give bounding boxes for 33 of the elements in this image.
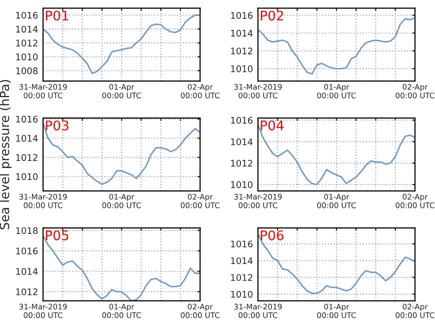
y-tick-label: 1012 bbox=[16, 288, 38, 296]
annotation: P01 bbox=[46, 10, 68, 21]
y-tick-label: 1014 bbox=[16, 26, 38, 33]
y-tick-label: 1012 bbox=[231, 48, 252, 54]
annotation: P02 bbox=[260, 10, 283, 21]
y-axis-title: Sea level pressure (hPa) bbox=[0, 80, 12, 230]
y-tick-label: 1014 bbox=[16, 268, 38, 275]
annotation: P04 bbox=[260, 120, 284, 130]
y-tick-label: 1008 bbox=[16, 67, 38, 74]
y-tick-label: 1016 bbox=[16, 12, 38, 19]
y-tick-label: 1016 bbox=[16, 116, 38, 123]
y-tick-label: 1010 bbox=[16, 173, 38, 180]
y-tick-label: 1012 bbox=[231, 274, 252, 281]
y-tick-label: 1010 bbox=[231, 290, 252, 298]
y-tick-label: 1016 bbox=[231, 12, 253, 19]
y-tick-label: 1012 bbox=[16, 40, 38, 46]
y-tick-label: 1016 bbox=[231, 240, 253, 248]
y-tick-label: 1010 bbox=[16, 54, 38, 60]
y-tick-label: 1014 bbox=[231, 138, 253, 146]
y-tick-label: 1014 bbox=[16, 134, 38, 142]
y-tick-label: 1010 bbox=[231, 181, 252, 188]
y-tick-label: 1014 bbox=[231, 257, 253, 264]
y-tick-label: 1016 bbox=[231, 116, 253, 124]
annotation: P03 bbox=[46, 120, 68, 130]
y-tick-label: 1012 bbox=[16, 154, 38, 161]
y-tick-label: 1014 bbox=[231, 30, 253, 37]
annotation: P06 bbox=[260, 230, 284, 240]
y-tick-label: 1016 bbox=[16, 248, 38, 254]
y-tick-label: 1010 bbox=[231, 65, 252, 72]
y-tick-label: 1012 bbox=[231, 160, 252, 167]
annotation: P05 bbox=[46, 230, 68, 240]
line-series bbox=[43, 122, 200, 185]
y-tick-label: 1018 bbox=[16, 227, 38, 234]
